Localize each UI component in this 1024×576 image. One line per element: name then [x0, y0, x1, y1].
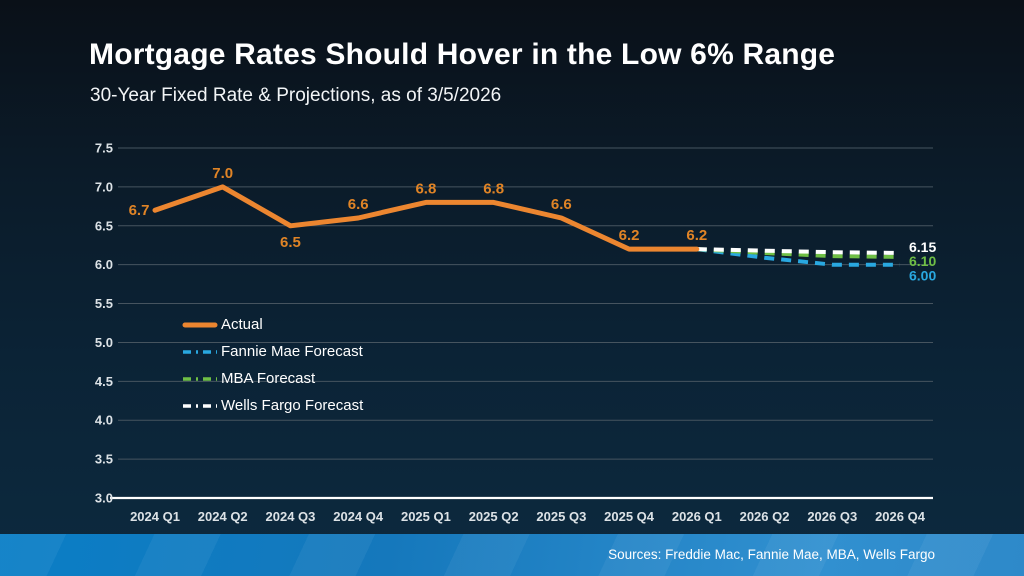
data-label: 6.6	[551, 196, 572, 213]
y-tick-label: 3.0	[95, 491, 113, 506]
x-tick-label: 2024 Q3	[266, 509, 316, 524]
legend-label-wells-fargo: Wells Fargo Forecast	[221, 397, 364, 414]
data-label: 6.8	[483, 180, 504, 197]
chart-subtitle: 30-Year Fixed Rate & Projections, as of …	[90, 85, 502, 106]
y-tick-label: 5.0	[95, 335, 113, 350]
y-tick-label: 7.5	[95, 141, 113, 156]
footer-band: Sources: Freddie Mac, Fannie Mae, MBA, W…	[0, 534, 1024, 576]
y-tick-label: 6.5	[95, 218, 113, 233]
series-end-label: 6.00	[909, 268, 936, 284]
data-label: 6.2	[619, 227, 640, 244]
x-tick-label: 2024 Q2	[198, 509, 248, 524]
data-label: 6.7	[129, 202, 150, 219]
data-label: 7.0	[212, 165, 233, 182]
legend-item-mba: MBA Forecast	[181, 365, 363, 392]
y-tick-label: 7.0	[95, 179, 113, 194]
data-label: 6.2	[686, 227, 707, 244]
x-tick-label: 2026 Q4	[875, 509, 926, 524]
y-tick-label: 6.0	[95, 257, 113, 272]
x-tick-label: 2026 Q2	[740, 509, 790, 524]
y-tick-label: 4.5	[95, 374, 113, 389]
series-line-actual	[152, 184, 700, 252]
chart-legend: Actual Fannie Mae Forecast MBA Forecast …	[181, 311, 363, 419]
legend-label-actual: Actual	[221, 316, 263, 333]
y-tick-label: 5.5	[95, 296, 113, 311]
wells-fargo-dash-swatch-icon	[183, 403, 217, 408]
data-label: 6.6	[348, 196, 369, 213]
fannie-mae-dash-swatch-icon	[183, 349, 217, 354]
x-tick-label: 2026 Q3	[807, 509, 857, 524]
series-end-label: 6.10	[909, 253, 936, 269]
legend-item-fannie-mae: Fannie Mae Forecast	[181, 338, 363, 365]
x-tick-label: 2025 Q1	[401, 509, 451, 524]
y-tick-label: 3.5	[95, 452, 113, 467]
legend-label-mba: MBA Forecast	[221, 370, 316, 387]
series-line-wells-fargo-forecast	[696, 247, 901, 255]
legend-item-actual: Actual	[181, 311, 363, 338]
x-tick-label: 2026 Q1	[672, 509, 722, 524]
legend-label-fannie-mae: Fannie Mae Forecast	[221, 343, 363, 360]
x-tick-label: 2025 Q3	[536, 509, 586, 524]
x-tick-label: 2024 Q4	[333, 509, 384, 524]
series-end-label: 6.15	[909, 239, 936, 255]
series-line-fannie-mae-forecast	[696, 247, 900, 267]
legend-item-wells-fargo: Wells Fargo Forecast	[181, 392, 363, 419]
data-label: 6.5	[280, 234, 301, 251]
x-tick-label: 2025 Q4	[604, 509, 655, 524]
mba-dash-swatch-icon	[183, 376, 217, 381]
data-label: 6.8	[415, 180, 436, 197]
actual-line-swatch-icon	[182, 322, 218, 327]
y-tick-label: 4.0	[95, 413, 113, 428]
sources-attribution: Sources: Freddie Mac, Fannie Mae, MBA, W…	[608, 547, 935, 562]
x-tick-label: 2025 Q2	[469, 509, 519, 524]
x-tick-label: 2024 Q1	[130, 509, 180, 524]
chart-title: Mortgage Rates Should Hover in the Low 6…	[89, 38, 836, 71]
